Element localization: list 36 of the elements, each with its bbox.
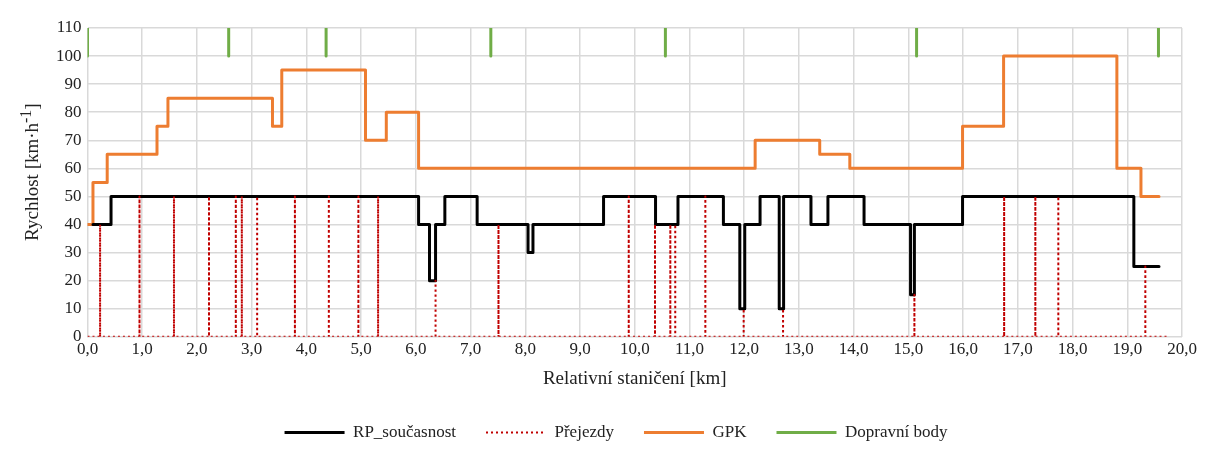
y-tick-label: 80 [64,101,82,121]
x-tick-label: 4,0 [295,339,318,359]
x-tick-label: 11,0 [674,339,705,359]
x-tick-label: 13,0 [784,339,814,359]
y-tick-label: 40 [64,213,82,233]
x-tick-label: 18,0 [1057,339,1088,359]
x-tick-label: 3,0 [241,339,263,359]
legend-label: GPK [712,421,748,441]
x-tick-label: 20,0 [1167,339,1197,359]
x-tick-label: 19,0 [1112,339,1143,359]
x-tick-label: 2,0 [186,339,208,359]
y-tick-label: 50 [64,185,82,205]
x-tick-label: 15,0 [893,339,924,359]
y-tick-label: 30 [64,242,82,262]
x-tick-label: 6,0 [405,339,427,359]
y-tick-label: 60 [64,157,82,177]
legend-label: RP_současnost [353,421,457,441]
legend-label: Dopravní body [844,421,948,441]
x-tick-label: 5,0 [350,339,372,359]
y-tick-label: 100 [56,45,82,65]
x-tick-label: 8,0 [514,339,536,359]
y-tick-label: 70 [64,129,82,149]
x-tick-label: 17,0 [1002,339,1033,359]
x-tick-label: 9,0 [569,339,591,359]
x-tick-label: 7,0 [459,339,482,359]
x-tick-label: 1,0 [131,339,153,359]
y-tick-label: 110 [56,17,82,37]
x-tick-label: 12,0 [729,339,760,359]
x-tick-label: 14,0 [838,339,869,359]
y-tick-label: 10 [64,298,82,318]
x-tick-label: 16,0 [948,339,978,359]
y-tick-label: 90 [64,73,82,93]
y-tick-label: 20 [64,270,82,290]
legend-label: Přejezdy [554,421,615,441]
x-tick-label: 10,0 [619,339,650,359]
x-axis-title: Relativní staničení [km] [542,366,727,388]
